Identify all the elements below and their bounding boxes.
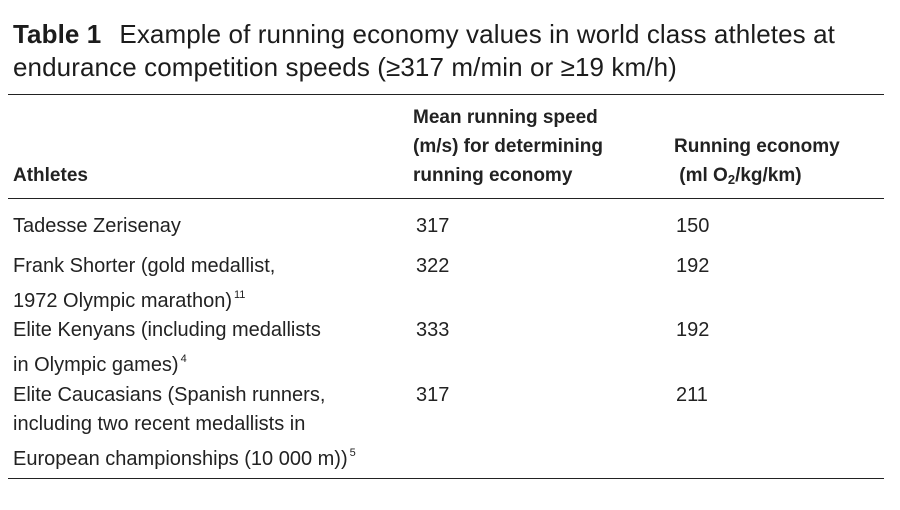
top-rule [8,94,884,95]
athlete-cell: Elite Kenyans (including medallists in Ol… [13,316,393,380]
bottom-rule [8,478,884,479]
header-economy-post: /kg/km) [735,165,802,186]
speed-cell: 333 [416,319,450,341]
athlete-line: 1972 Olympic marathon) 11 [13,281,393,316]
header-speed: Mean running speed (m/s) for determining… [413,103,653,190]
table-title: Example of running economy values in wor… [13,19,835,82]
athlete-text: Elite Kenyans (including medallists [13,319,321,341]
athlete-text: European championships (10 000 m)) [13,448,348,470]
athlete-text: in Olympic games) [13,354,179,376]
reference-superscript: 5 [349,447,356,459]
economy-cell: 211 [676,384,708,406]
header-economy-line1: Running economy [674,136,840,157]
economy-cell: 150 [676,215,710,237]
table-caption: Table 1 Example of running economy values… [13,18,883,84]
athlete-line: in Olympic games) 4 [13,345,393,380]
header-rule [8,198,884,199]
athlete-text: 1972 Olympic marathon) [13,290,232,312]
athlete-line: European championships (10 000 m)) 5 [13,439,393,474]
athlete-line: including two recent medallists in [13,410,393,439]
header-economy-line2: (ml O2/kg/km) [674,161,874,194]
economy-cell: 192 [676,255,710,277]
athlete-cell: Frank Shorter (gold medallist, 1972 Olymp… [13,252,393,316]
athlete-line: Elite Kenyans (including medallists [13,316,393,345]
athlete-line: Tadesse Zerisenay [13,212,393,241]
speed-cell: 317 [416,384,450,406]
athlete-text: Frank Shorter (gold medallist, [13,255,276,277]
header-speed-line2: (m/s) for determining [413,136,604,157]
speed-cell: 317 [416,215,450,237]
economy-cell: 192 [676,319,710,341]
athlete-cell: Elite Caucasians (Spanish runners, includ… [13,381,393,474]
athlete-cell: Tadesse Zerisenay [13,212,393,241]
speed-cell: 322 [416,255,450,277]
header-economy-sub: 2 [727,172,736,187]
table-label: Table 1 [13,19,102,49]
athlete-text: Elite Caucasians (Spanish runners, [13,384,326,406]
header-economy-pre: (ml O [679,165,728,186]
header-speed-line3: running economy [413,165,573,186]
reference-superscript: 11 [233,289,246,301]
header-athletes: Athletes [13,165,88,186]
header-economy: Running economy (ml O2/kg/km) [674,132,874,194]
header-speed-line1: Mean running speed [413,107,598,128]
athlete-line: Elite Caucasians (Spanish runners, [13,381,393,410]
athlete-text: Tadesse Zerisenay [13,215,181,237]
athlete-line: Frank Shorter (gold medallist, [13,252,393,281]
reference-superscript: 4 [180,353,187,365]
athlete-text: including two recent medallists in [13,413,306,435]
